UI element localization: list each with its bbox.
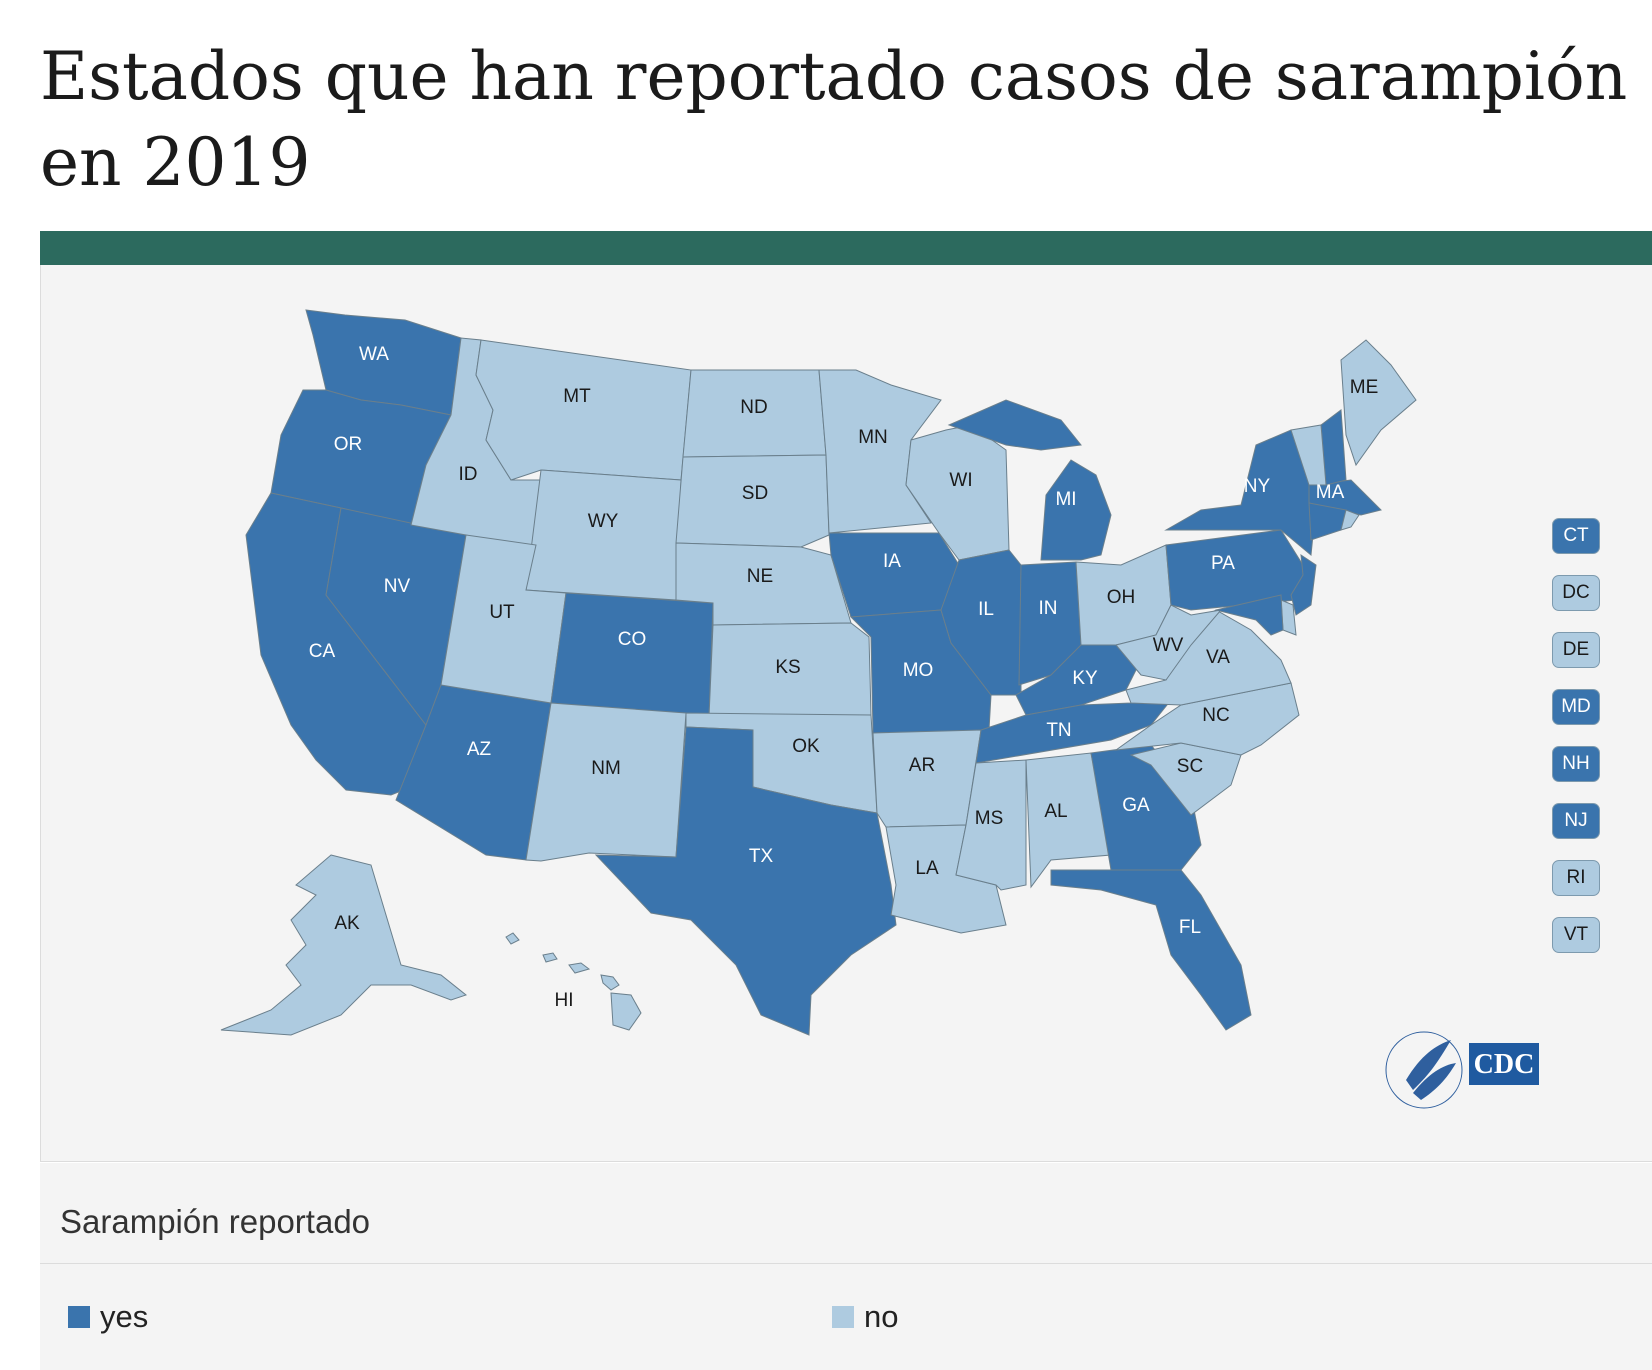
legend-label-yes: yes: [100, 1299, 149, 1334]
state-MI[interactable]: [947, 399, 1112, 561]
small-state-NJ[interactable]: NJ: [1552, 803, 1600, 839]
state-label-SC: SC: [1177, 756, 1203, 777]
state-label-HI: HI: [555, 990, 574, 1011]
state-NC[interactable]: [1114, 682, 1300, 756]
cdc-logo: CDC: [1469, 1043, 1539, 1085]
small-state-VT[interactable]: VT: [1552, 917, 1600, 953]
state-TX[interactable]: [594, 726, 897, 1036]
state-label-MT: MT: [563, 386, 591, 407]
state-label-MS: MS: [975, 808, 1004, 829]
cdc-logo-text: CDC: [1474, 1049, 1535, 1080]
small-state-NH[interactable]: NH: [1552, 746, 1600, 782]
state-label-WY: WY: [588, 511, 619, 532]
state-HI[interactable]: [505, 932, 642, 1031]
map-panel: WA OR CA NV AZ ID MT WY UT CO NM ND SD NE KS OK TX MN IA MO…: [40, 265, 1652, 1162]
state-label-OR: OR: [334, 434, 363, 455]
state-label-IL: IL: [978, 599, 994, 620]
state-label-PA: PA: [1211, 553, 1235, 574]
state-label-IA: IA: [883, 551, 901, 572]
state-SD[interactable]: [675, 454, 830, 548]
state-label-AZ: AZ: [467, 739, 492, 760]
state-label-NY: NY: [1244, 476, 1271, 497]
legend-swatch-no: [832, 1306, 854, 1328]
state-label-UT: UT: [489, 602, 515, 623]
state-NM[interactable]: [525, 702, 687, 862]
state-label-TX: TX: [749, 846, 774, 867]
state-label-FL: FL: [1179, 917, 1201, 938]
state-CT[interactable]: [1308, 502, 1347, 541]
legend: yes no: [40, 1264, 1652, 1370]
state-label-WA: WA: [359, 344, 389, 365]
state-AR[interactable]: [872, 729, 982, 828]
state-IA[interactable]: [828, 532, 960, 618]
state-label-VA: VA: [1206, 647, 1230, 668]
small-state-MD[interactable]: MD: [1552, 689, 1600, 725]
legend-swatch-yes: [68, 1306, 90, 1328]
state-label-OH: OH: [1107, 587, 1136, 608]
state-RI[interactable]: [1340, 509, 1360, 531]
state-label-MI: MI: [1055, 489, 1076, 510]
state-ME[interactable]: [1340, 339, 1417, 467]
state-label-MO: MO: [903, 660, 934, 681]
state-label-ME: ME: [1350, 377, 1379, 398]
small-state-CT[interactable]: CT: [1552, 518, 1600, 554]
legend-item-no[interactable]: no: [832, 1299, 898, 1335]
state-label-CO: CO: [618, 629, 647, 650]
state-label-WI: WI: [949, 470, 972, 491]
state-label-LA: LA: [915, 858, 939, 879]
small-state-DE[interactable]: DE: [1552, 632, 1600, 668]
legend-label-no: no: [864, 1299, 899, 1334]
state-MT[interactable]: [475, 339, 692, 481]
state-IL[interactable]: [940, 549, 1022, 696]
state-VT[interactable]: [1290, 424, 1327, 486]
state-KS[interactable]: [708, 622, 872, 718]
state-label-KY: KY: [1072, 668, 1098, 689]
small-state-RI[interactable]: RI: [1552, 860, 1600, 896]
hhs-logo: [1385, 1031, 1463, 1109]
small-state-DC[interactable]: DC: [1552, 575, 1600, 611]
state-label-IN: IN: [1039, 598, 1058, 619]
state-label-KS: KS: [775, 657, 800, 678]
state-label-OK: OK: [792, 736, 820, 757]
state-label-SD: SD: [742, 483, 768, 504]
state-label-GA: GA: [1122, 795, 1150, 816]
page-title: Estados que han reportado casos de saram…: [40, 38, 1628, 201]
state-MS[interactable]: [955, 759, 1027, 891]
state-label-MN: MN: [858, 427, 888, 448]
state-label-WV: WV: [1153, 635, 1184, 656]
us-map[interactable]: WA OR CA NV AZ ID MT WY UT CO NM ND SD NE KS OK TX MN IA MO…: [41, 265, 1652, 1162]
state-PA[interactable]: [1165, 529, 1307, 611]
state-label-AK: AK: [334, 913, 360, 934]
state-NJ[interactable]: [1290, 553, 1317, 616]
state-labels: WA OR CA NV AZ ID MT WY UT CO NM ND SD NE KS OK TX MN IA MO…: [309, 344, 1378, 1011]
state-label-AL: AL: [1044, 801, 1067, 822]
legend-title: Sarampión reportado: [60, 1203, 371, 1240]
state-label-NC: NC: [1202, 705, 1229, 726]
state-WY[interactable]: [525, 469, 682, 601]
state-CO[interactable]: [550, 592, 714, 718]
state-label-AR: AR: [909, 755, 935, 776]
state-AL[interactable]: [1025, 752, 1112, 889]
legend-item-yes[interactable]: yes: [68, 1299, 148, 1335]
state-label-NE: NE: [747, 566, 773, 587]
state-label-TN: TN: [1046, 720, 1071, 741]
state-label-NV: NV: [384, 576, 411, 597]
state-MD[interactable]: [1215, 594, 1284, 636]
state-label-ND: ND: [740, 397, 767, 418]
state-AK[interactable]: [220, 854, 468, 1036]
state-FL[interactable]: [1050, 869, 1252, 1031]
header-band: [40, 231, 1652, 265]
state-label-CA: CA: [309, 641, 336, 662]
state-label-ID: ID: [459, 464, 478, 485]
legend-header: Sarampión reportado: [40, 1163, 1652, 1264]
state-label-MA: MA: [1316, 482, 1345, 503]
state-label-NM: NM: [591, 758, 621, 779]
